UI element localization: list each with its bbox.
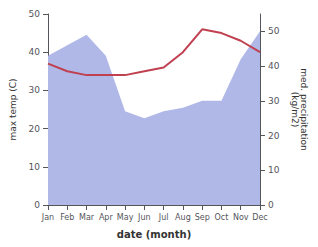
svg-text:50: 50: [268, 26, 280, 36]
svg-text:Oct: Oct: [215, 213, 229, 222]
svg-text:Jan: Jan: [41, 213, 54, 222]
svg-text:Jun: Jun: [137, 213, 151, 222]
svg-text:40: 40: [268, 61, 280, 71]
svg-text:Jul: Jul: [158, 213, 169, 222]
svg-text:0: 0: [34, 200, 40, 210]
svg-text:0: 0: [268, 200, 274, 210]
svg-text:Mar: Mar: [79, 213, 95, 222]
svg-text:50: 50: [29, 9, 41, 19]
svg-text:Nov: Nov: [233, 213, 249, 222]
svg-text:20: 20: [268, 131, 280, 141]
svg-text:med. precipitation: med. precipitation: [298, 68, 309, 151]
svg-text:10: 10: [268, 165, 280, 175]
svg-text:20: 20: [29, 124, 41, 134]
svg-text:date (month): date (month): [117, 229, 191, 240]
svg-text:30: 30: [29, 85, 41, 95]
svg-text:May: May: [117, 213, 134, 222]
svg-text:40: 40: [29, 47, 41, 57]
svg-text:Feb: Feb: [60, 213, 74, 222]
svg-text:Apr: Apr: [99, 213, 114, 222]
svg-text:Dec: Dec: [252, 213, 267, 222]
svg-text:(kg/m2): (kg/m2): [290, 92, 300, 127]
svg-text:max temp (C): max temp (C): [8, 78, 18, 140]
svg-text:Aug: Aug: [175, 213, 191, 222]
svg-text:30: 30: [268, 96, 280, 106]
svg-text:10: 10: [29, 162, 41, 172]
svg-text:Sep: Sep: [195, 213, 210, 222]
